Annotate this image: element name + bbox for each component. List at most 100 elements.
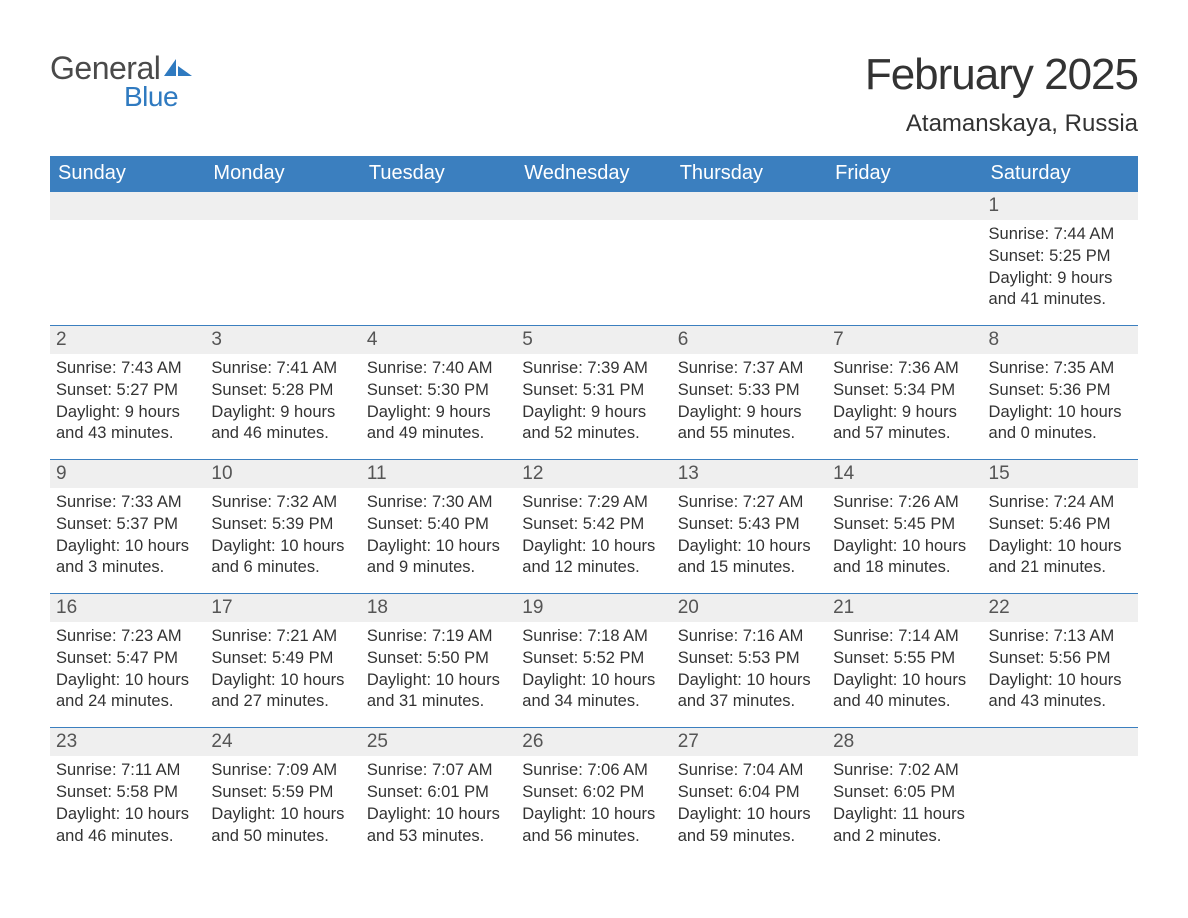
calendar-day: 27 Sunrise: 7:04 AMSunset: 6:04 PMDayligh… <box>672 728 827 861</box>
daylight-text: Daylight: 10 hours and 15 minutes. <box>678 536 821 580</box>
daylight-text: Daylight: 9 hours and 57 minutes. <box>833 402 976 446</box>
calendar-day: 5 Sunrise: 7:39 AMSunset: 5:31 PMDaylight… <box>516 326 671 459</box>
calendar-day: 17Sunrise: 7:21 AMSunset: 5:49 PMDayligh… <box>205 594 360 727</box>
day-number: 28 <box>827 728 982 756</box>
day-number: 15 <box>983 460 1138 488</box>
day-number: 7 <box>827 326 982 354</box>
day-number: 22 <box>983 594 1138 622</box>
brand-logo: General Blue <box>50 50 192 113</box>
sunset-text: Sunset: 5:33 PM <box>678 380 821 402</box>
calendar-day: 25 Sunrise: 7:07 AMSunset: 6:01 PMDayligh… <box>361 728 516 861</box>
month-title: February 2025 <box>865 50 1138 100</box>
calendar-day: 26Sunrise: 7:06 AMSunset: 6:02 PMDayligh… <box>516 728 671 861</box>
sunrise-text: Sunrise: 7:30 AM <box>367 492 510 514</box>
day-number: 27 <box>672 728 827 756</box>
sunset-text: Sunset: 5:30 PM <box>367 380 510 402</box>
calendar-day: 3Sunrise: 7:41 AMSunset: 5:28 PMDaylight… <box>205 326 360 459</box>
calendar-day <box>827 192 982 325</box>
sunset-text: Sunset: 5:49 PM <box>211 648 354 670</box>
calendar-day: 6Sunrise: 7:37 AMSunset: 5:33 PMDaylight… <box>672 326 827 459</box>
day-details: Sunrise: 7:41 AMSunset: 5:28 PMDaylight:… <box>211 358 354 445</box>
sunset-text: Sunset: 5:40 PM <box>367 514 510 536</box>
calendar-day: 7 Sunrise: 7:36 AMSunset: 5:34 PMDaylight… <box>827 326 982 459</box>
day-details: Sunrise: 7:09 AMSunset: 5:59 PMDaylight:… <box>211 760 354 847</box>
day-number: 12 <box>516 460 671 488</box>
sunset-text: Sunset: 5:47 PM <box>56 648 199 670</box>
daylight-text: Daylight: 10 hours and 56 minutes. <box>522 804 665 848</box>
day-number: 5 <box>516 326 671 354</box>
day-number: 13 <box>672 460 827 488</box>
calendar-day <box>983 728 1138 861</box>
sunrise-text: Sunrise: 7:29 AM <box>522 492 665 514</box>
sunset-text: Sunset: 5:45 PM <box>833 514 976 536</box>
brand-word2: Blue <box>124 81 192 113</box>
day-number: 18 <box>361 594 516 622</box>
day-number: 24 <box>205 728 360 756</box>
sunset-text: Sunset: 6:02 PM <box>522 782 665 804</box>
day-details: Sunrise: 7:30 AMSunset: 5:40 PMDaylight:… <box>367 492 510 579</box>
calendar-day: 18Sunrise: 7:19 AMSunset: 5:50 PMDayligh… <box>361 594 516 727</box>
daylight-text: Daylight: 11 hours and 2 minutes. <box>833 804 976 848</box>
calendar-day: 2 Sunrise: 7:43 AMSunset: 5:27 PMDaylight… <box>50 326 205 459</box>
daylight-text: Daylight: 10 hours and 6 minutes. <box>211 536 354 580</box>
sunset-text: Sunset: 5:34 PM <box>833 380 976 402</box>
sunset-text: Sunset: 6:04 PM <box>678 782 821 804</box>
sunset-text: Sunset: 5:28 PM <box>211 380 354 402</box>
sunset-text: Sunset: 5:31 PM <box>522 380 665 402</box>
sunrise-text: Sunrise: 7:06 AM <box>522 760 665 782</box>
sunrise-text: Sunrise: 7:44 AM <box>989 224 1132 246</box>
calendar-day: 24 Sunrise: 7:09 AMSunset: 5:59 PMDayligh… <box>205 728 360 861</box>
sunset-text: Sunset: 5:27 PM <box>56 380 199 402</box>
daylight-text: Daylight: 9 hours and 52 minutes. <box>522 402 665 446</box>
weekday-header: Tuesday <box>361 156 516 192</box>
sunset-text: Sunset: 5:52 PM <box>522 648 665 670</box>
day-number: 21 <box>827 594 982 622</box>
sunrise-text: Sunrise: 7:04 AM <box>678 760 821 782</box>
sunset-text: Sunset: 5:46 PM <box>989 514 1132 536</box>
sunrise-text: Sunrise: 7:02 AM <box>833 760 976 782</box>
calendar-page: General Blue February 2025 Atamanskaya, … <box>0 0 1188 901</box>
day-details: Sunrise: 7:37 AMSunset: 5:33 PMDaylight:… <box>678 358 821 445</box>
day-number: 19 <box>516 594 671 622</box>
sunrise-text: Sunrise: 7:40 AM <box>367 358 510 380</box>
sunset-text: Sunset: 5:53 PM <box>678 648 821 670</box>
daylight-text: Daylight: 10 hours and 59 minutes. <box>678 804 821 848</box>
sunset-text: Sunset: 5:50 PM <box>367 648 510 670</box>
day-details: Sunrise: 7:35 AMSunset: 5:36 PMDaylight:… <box>989 358 1132 445</box>
day-number: 25 <box>361 728 516 756</box>
calendar-day: 14Sunrise: 7:26 AMSunset: 5:45 PMDayligh… <box>827 460 982 593</box>
calendar-day <box>361 192 516 325</box>
day-details: Sunrise: 7:40 AMSunset: 5:30 PMDaylight:… <box>367 358 510 445</box>
day-details: Sunrise: 7:07 AMSunset: 6:01 PMDaylight:… <box>367 760 510 847</box>
sunrise-text: Sunrise: 7:39 AM <box>522 358 665 380</box>
daylight-text: Daylight: 9 hours and 49 minutes. <box>367 402 510 446</box>
day-details: Sunrise: 7:04 AMSunset: 6:04 PMDaylight:… <box>678 760 821 847</box>
day-details: Sunrise: 7:06 AMSunset: 6:02 PMDaylight:… <box>522 760 665 847</box>
day-details: Sunrise: 7:18 AMSunset: 5:52 PMDaylight:… <box>522 626 665 713</box>
calendar-week: 9Sunrise: 7:33 AMSunset: 5:37 PMDaylight… <box>50 459 1138 593</box>
daylight-text: Daylight: 10 hours and 53 minutes. <box>367 804 510 848</box>
calendar-week: 2 Sunrise: 7:43 AMSunset: 5:27 PMDaylight… <box>50 325 1138 459</box>
day-number: 9 <box>50 460 205 488</box>
sunset-text: Sunset: 6:01 PM <box>367 782 510 804</box>
day-details: Sunrise: 7:43 AMSunset: 5:27 PMDaylight:… <box>56 358 199 445</box>
daylight-text: Daylight: 10 hours and 40 minutes. <box>833 670 976 714</box>
calendar-grid: SundayMondayTuesdayWednesdayThursdayFrid… <box>50 156 1138 861</box>
calendar-day: 10 Sunrise: 7:32 AMSunset: 5:39 PMDayligh… <box>205 460 360 593</box>
calendar-day <box>50 192 205 325</box>
day-details: Sunrise: 7:16 AMSunset: 5:53 PMDaylight:… <box>678 626 821 713</box>
day-number: 11 <box>361 460 516 488</box>
day-number: 2 <box>50 326 205 354</box>
day-number: 10 <box>205 460 360 488</box>
location-label: Atamanskaya, Russia <box>865 110 1138 138</box>
weekday-header: Thursday <box>672 156 827 192</box>
day-number <box>50 192 205 220</box>
sunrise-text: Sunrise: 7:32 AM <box>211 492 354 514</box>
sunrise-text: Sunrise: 7:36 AM <box>833 358 976 380</box>
day-details: Sunrise: 7:29 AMSunset: 5:42 PMDaylight:… <box>522 492 665 579</box>
sunrise-text: Sunrise: 7:19 AM <box>367 626 510 648</box>
daylight-text: Daylight: 9 hours and 46 minutes. <box>211 402 354 446</box>
day-details: Sunrise: 7:32 AMSunset: 5:39 PMDaylight:… <box>211 492 354 579</box>
day-details: Sunrise: 7:26 AMSunset: 5:45 PMDaylight:… <box>833 492 976 579</box>
sunset-text: Sunset: 5:36 PM <box>989 380 1132 402</box>
